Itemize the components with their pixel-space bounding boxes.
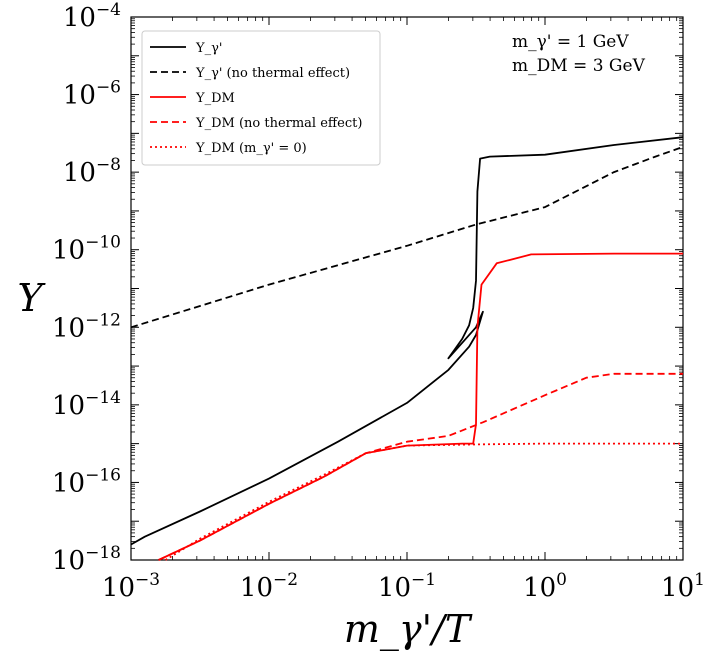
series-line-3: [158, 252, 683, 561]
legend-label: Y_DM: [195, 91, 235, 106]
x-tick-label: 100: [523, 570, 567, 603]
y-tick-label: 10−4: [63, 0, 121, 33]
y-tick-label: 10−8: [63, 155, 121, 188]
annotation-line-2: m_DM = 3 GeV: [512, 56, 646, 76]
series-lines: [130, 136, 684, 561]
legend: Y_γ' Y_γ' (no thermal effect) Y_DM Y_DM (no…: [141, 30, 381, 166]
series-line-5: [165, 442, 683, 561]
legend-label: Y_γ' (no thermal effect): [195, 66, 350, 81]
y-tick-label: 10−16: [52, 465, 121, 498]
legend-label: Y_DM (m_γ' = 0): [195, 141, 307, 156]
y-axis-title: Y: [17, 276, 46, 320]
legend-label: Y_γ': [195, 41, 222, 56]
x-tick-label: 10−1: [378, 570, 436, 603]
annotation-line-1: m_γ' = 1 GeV: [512, 32, 629, 52]
x-tick-label: 10−3: [102, 570, 160, 603]
tick-labels: 10−3 10−2 10−1 100 101 10−18 10−16 10−14 10−12 10…: [52, 0, 705, 603]
legend-frame: [141, 30, 381, 166]
series-line-2: [130, 146, 684, 329]
series-line-1: [130, 136, 684, 546]
x-tick-label: 101: [661, 570, 705, 603]
y-tick-label: 10−12: [52, 310, 121, 343]
series-line-4: [158, 372, 683, 561]
y-tick-label: 10−10: [52, 233, 121, 266]
legend-label: Y_DM (no thermal effect): [195, 116, 362, 131]
y-tick-label: 10−14: [52, 388, 121, 421]
x-tick-label: 10−2: [240, 570, 298, 603]
ticks: [130, 16, 684, 561]
y-tick-label: 10−6: [63, 78, 121, 111]
x-axis-title: m_γ'/T: [344, 607, 473, 652]
y-tick-label: 10−18: [52, 543, 121, 576]
annotation: m_γ' = 1 GeV m_DM = 3 GeV: [512, 32, 646, 76]
